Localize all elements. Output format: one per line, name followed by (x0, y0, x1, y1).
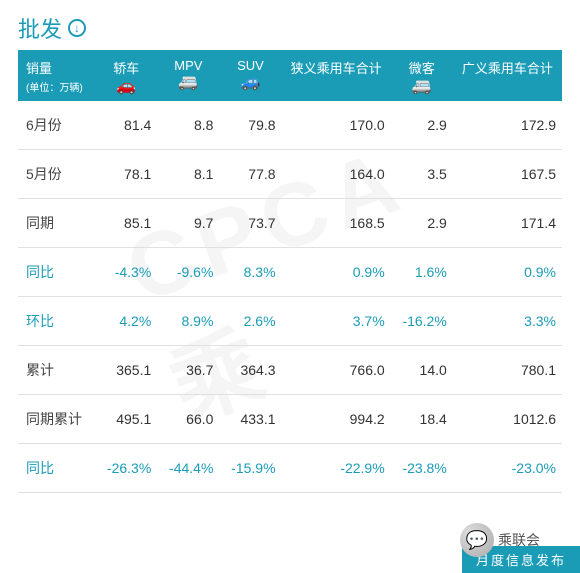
cell-value: 8.9% (157, 297, 219, 346)
table-body: 6月份81.48.879.8170.02.9172.95月份78.18.177.… (18, 101, 562, 493)
cell-value: 3.5 (391, 150, 453, 199)
table-row: 6月份81.48.879.8170.02.9172.9 (18, 101, 562, 150)
cell-value: 433.1 (219, 395, 281, 444)
cell-value: 2.9 (391, 101, 453, 150)
car-icon: 🚙 (223, 75, 277, 91)
unit-label: (单位：万辆) (26, 79, 91, 94)
row-label: 同比 (18, 248, 95, 297)
cell-value: -16.2% (391, 297, 453, 346)
title-row: 批发 ↓ (18, 12, 562, 52)
cell-value: 0.9% (453, 248, 562, 297)
table-row: 累计365.136.7364.3766.014.0780.1 (18, 346, 562, 395)
cell-value: 8.3% (219, 248, 281, 297)
table-row: 同比-26.3%-44.4%-15.9%-22.9%-23.8%-23.0% (18, 444, 562, 493)
cell-value: 77.8 (219, 150, 281, 199)
col-suv: SUV🚙 (219, 52, 281, 101)
row-label: 6月份 (18, 101, 95, 150)
cell-value: 8.1 (157, 150, 219, 199)
cell-value: 0.9% (282, 248, 391, 297)
cell-value: 170.0 (282, 101, 391, 150)
cell-value: 8.8 (157, 101, 219, 150)
cell-value: 365.1 (95, 346, 157, 395)
row-label: 同期累计 (18, 395, 95, 444)
cell-value: 3.7% (282, 297, 391, 346)
cell-value: -22.9% (282, 444, 391, 493)
cell-value: 172.9 (453, 101, 562, 150)
row-label: 5月份 (18, 150, 95, 199)
cell-value: 79.8 (219, 101, 281, 150)
cell-value: -4.3% (95, 248, 157, 297)
table-container: 批发 ↓ 销量(单位：万辆) 轿车🚗 MPV🚐 SUV🚙 狭义乘用车合计 微客🚐… (0, 0, 580, 505)
cell-value: 364.3 (219, 346, 281, 395)
row-label: 累计 (18, 346, 95, 395)
row-label: 同期 (18, 199, 95, 248)
cell-value: 495.1 (95, 395, 157, 444)
col-minibus: 微客🚐 (391, 52, 453, 101)
cell-value: 14.0 (391, 346, 453, 395)
cell-value: 994.2 (282, 395, 391, 444)
cell-value: 4.2% (95, 297, 157, 346)
cell-value: -15.9% (219, 444, 281, 493)
row-label: 同比 (18, 444, 95, 493)
cell-value: 73.7 (219, 199, 281, 248)
col-narrow-total: 狭义乘用车合计 (282, 52, 391, 101)
cell-value: 9.7 (157, 199, 219, 248)
col-sedan: 轿车🚗 (95, 52, 157, 101)
cell-value: 780.1 (453, 346, 562, 395)
table-header: 销量(单位：万辆) 轿车🚗 MPV🚐 SUV🚙 狭义乘用车合计 微客🚐 广义乘用… (18, 52, 562, 101)
cell-value: -23.8% (391, 444, 453, 493)
wechat-icon: 💬 (460, 523, 494, 557)
cell-value: 171.4 (453, 199, 562, 248)
cell-value: -44.4% (157, 444, 219, 493)
wechat-label: 乘联会 (498, 530, 540, 550)
cell-value: 2.6% (219, 297, 281, 346)
cell-value: 78.1 (95, 150, 157, 199)
cell-value: -26.3% (95, 444, 157, 493)
cell-value: 81.4 (95, 101, 157, 150)
car-icon: 🚗 (99, 79, 153, 95)
cell-value: 36.7 (157, 346, 219, 395)
table-row: 同比-4.3%-9.6%8.3%0.9%1.6%0.9% (18, 248, 562, 297)
table-row: 环比4.2%8.9%2.6%3.7%-16.2%3.3% (18, 297, 562, 346)
download-icon[interactable]: ↓ (68, 19, 86, 37)
cell-value: 164.0 (282, 150, 391, 199)
wechat-badge: 💬 乘联会 (460, 523, 540, 557)
table-row: 同期85.19.773.7168.52.9171.4 (18, 199, 562, 248)
data-table: 销量(单位：万辆) 轿车🚗 MPV🚐 SUV🚙 狭义乘用车合计 微客🚐 广义乘用… (18, 52, 562, 493)
cell-value: 18.4 (391, 395, 453, 444)
cell-value: -9.6% (157, 248, 219, 297)
cell-value: -23.0% (453, 444, 562, 493)
cell-value: 85.1 (95, 199, 157, 248)
cell-value: 3.3% (453, 297, 562, 346)
cell-value: 167.5 (453, 150, 562, 199)
car-icon: 🚐 (395, 79, 449, 95)
col-mpv: MPV🚐 (157, 52, 219, 101)
cell-value: 2.9 (391, 199, 453, 248)
col-broad-total: 广义乘用车合计 (453, 52, 562, 101)
row-label: 环比 (18, 297, 95, 346)
col-sales: 销量(单位：万辆) (18, 52, 95, 101)
cell-value: 766.0 (282, 346, 391, 395)
table-row: 同期累计495.166.0433.1994.218.41012.6 (18, 395, 562, 444)
car-icon: 🚐 (161, 75, 215, 91)
cell-value: 66.0 (157, 395, 219, 444)
table-row: 5月份78.18.177.8164.03.5167.5 (18, 150, 562, 199)
cell-value: 1.6% (391, 248, 453, 297)
cell-value: 168.5 (282, 199, 391, 248)
section-title: 批发 (18, 12, 62, 44)
cell-value: 1012.6 (453, 395, 562, 444)
